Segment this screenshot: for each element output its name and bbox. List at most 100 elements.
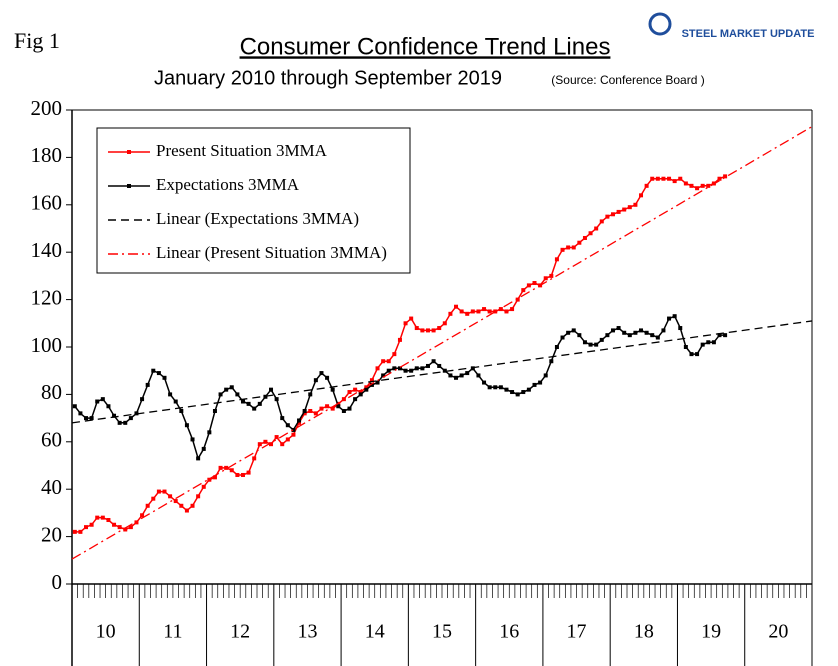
point-marker: [263, 439, 268, 444]
point-marker: [319, 406, 324, 411]
y-tick-label: 20: [41, 522, 62, 546]
point-marker: [72, 529, 77, 534]
point-marker: [425, 363, 430, 368]
point-marker: [207, 477, 212, 482]
point-marker: [521, 288, 526, 293]
point-marker: [78, 529, 83, 534]
y-tick-label: 80: [41, 380, 62, 404]
point-marker: [482, 380, 487, 385]
point-marker: [179, 408, 184, 413]
point-marker: [218, 392, 223, 397]
point-marker: [386, 368, 391, 373]
point-marker: [420, 328, 425, 333]
point-marker: [711, 340, 716, 345]
point-marker: [616, 209, 621, 214]
point-marker: [482, 307, 487, 312]
point-marker: [599, 219, 604, 224]
y-tick-label: 60: [41, 428, 62, 452]
point-marker: [588, 231, 593, 236]
point-marker: [510, 307, 515, 312]
point-marker: [521, 390, 526, 395]
point-marker: [470, 309, 475, 314]
trend-line: [71, 320, 813, 424]
point-marker: [470, 366, 475, 371]
point-marker: [695, 186, 700, 191]
point-marker: [168, 392, 173, 397]
point-marker: [476, 309, 481, 314]
point-marker: [465, 371, 470, 376]
point-marker: [274, 435, 279, 440]
point-marker: [448, 373, 453, 378]
point-marker: [487, 309, 492, 314]
point-marker: [347, 390, 352, 395]
point-marker: [308, 392, 313, 397]
point-marker: [498, 307, 503, 312]
point-marker: [184, 423, 189, 428]
point-marker: [179, 503, 184, 508]
figure-label: Fig 1: [14, 28, 60, 53]
point-marker: [128, 416, 133, 421]
point-marker: [672, 314, 677, 319]
point-marker: [297, 418, 302, 423]
point-marker: [123, 527, 128, 532]
x-tick-label: 12: [230, 621, 250, 643]
point-marker: [151, 496, 156, 501]
point-marker: [173, 499, 178, 504]
point-marker: [196, 456, 201, 461]
point-marker: [560, 335, 565, 340]
point-marker: [285, 423, 290, 428]
point-marker: [156, 371, 161, 376]
point-marker: [582, 340, 587, 345]
point-marker: [140, 397, 145, 402]
point-marker: [257, 401, 262, 406]
point-marker: [112, 522, 117, 527]
point-marker: [123, 420, 128, 425]
point-marker: [650, 176, 655, 181]
point-marker: [610, 328, 615, 333]
legend-marker: [127, 184, 131, 188]
point-marker: [240, 472, 245, 477]
point-marker: [717, 333, 722, 338]
point-marker: [313, 411, 318, 416]
point-marker: [650, 333, 655, 338]
point-marker: [319, 371, 324, 376]
point-marker: [117, 420, 122, 425]
point-marker: [364, 387, 369, 392]
point-marker: [655, 176, 660, 181]
point-marker: [212, 475, 217, 480]
point-marker: [235, 472, 240, 477]
point-marker: [610, 212, 615, 217]
point-marker: [95, 515, 100, 520]
point-marker: [162, 375, 167, 380]
point-marker: [386, 359, 391, 364]
point-marker: [207, 430, 212, 435]
point-marker: [532, 382, 537, 387]
point-marker: [700, 183, 705, 188]
point-marker: [442, 368, 447, 373]
point-marker: [403, 321, 408, 326]
point-marker: [633, 202, 638, 207]
point-marker: [218, 465, 223, 470]
point-marker: [526, 283, 531, 288]
point-marker: [89, 416, 94, 421]
point-marker: [599, 337, 604, 342]
point-marker: [100, 397, 105, 402]
point-marker: [655, 335, 660, 340]
point-marker: [644, 183, 649, 188]
point-marker: [274, 397, 279, 402]
point-marker: [341, 408, 346, 413]
point-marker: [554, 257, 559, 262]
point-marker: [106, 518, 111, 523]
point-marker: [297, 420, 302, 425]
point-marker: [240, 399, 245, 404]
point-marker: [308, 408, 313, 413]
point-marker: [414, 366, 419, 371]
logo-icon: [648, 12, 672, 36]
legend-label: Expectations 3MMA: [156, 175, 300, 194]
point-marker: [375, 366, 380, 371]
point-marker: [442, 321, 447, 326]
point-marker: [269, 387, 274, 392]
chart-title: Consumer Confidence Trend Lines: [240, 33, 611, 60]
point-marker: [156, 489, 161, 494]
